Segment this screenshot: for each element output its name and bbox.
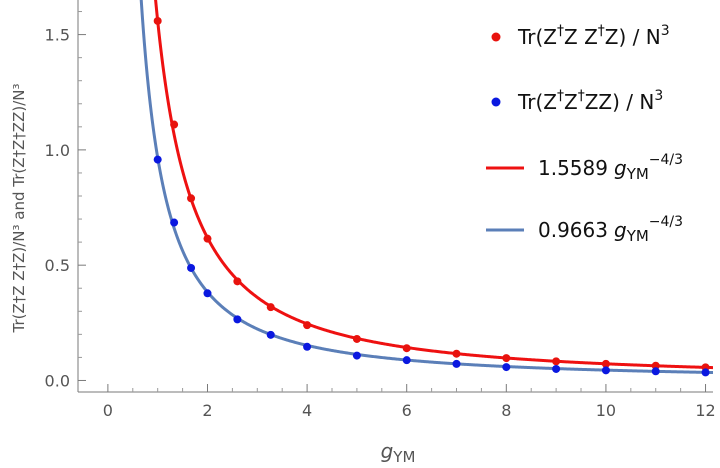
red-data-point: [170, 120, 179, 129]
red-data-point: [352, 334, 361, 343]
axes: 0 2 4 6 8 10 12 0.0 0.5 1.0 1.5: [45, 0, 716, 420]
blue-data-point: [402, 356, 411, 365]
x-tick-label: 4: [302, 401, 312, 420]
legend-marker-blue-dot: [491, 97, 501, 107]
red-data-point: [303, 321, 312, 330]
legend-entry-blue-points: Tr(Z†Z†ZZ) / N3: [491, 88, 663, 114]
y-tick-label: 0.0: [45, 371, 70, 390]
blue-data-point: [651, 367, 660, 376]
blue-data-point: [502, 363, 511, 372]
red-data-point: [402, 344, 411, 353]
y-tick-label: 1.5: [45, 26, 70, 45]
red-data-point: [187, 194, 196, 203]
x-tick-label: 8: [501, 401, 511, 420]
blue-data-point: [170, 218, 179, 227]
x-tick-label: 0: [103, 401, 113, 420]
blue-data-point: [153, 155, 162, 164]
blue-data-point: [303, 342, 312, 351]
blue-data-point: [203, 289, 212, 298]
blue-data-point: [233, 315, 242, 324]
red-data-point: [601, 359, 610, 368]
data-points: [153, 16, 710, 377]
blue-data-point: [601, 366, 610, 375]
red-data-point: [203, 234, 212, 243]
legend-entry-blue-fit: 0.9663 gYM−4/3: [486, 214, 683, 245]
legend: Tr(Z†Z Z†Z) / N3 Tr(Z†Z†ZZ) / N3 1.5589 g…: [486, 23, 683, 245]
y-axis-title: Tr(Z†Z Z†Z)/N³ and Tr(Z†Z†ZZ)/N³: [10, 84, 28, 334]
x-tick-label: 10: [596, 401, 616, 420]
blue-data-point: [266, 330, 275, 339]
red-data-point: [153, 16, 162, 25]
legend-label-red-points: Tr(Z†Z Z†Z) / N3: [517, 23, 670, 49]
fit-curve-blue: [139, 0, 713, 374]
red-data-point: [552, 357, 561, 366]
blue-data-point: [701, 368, 710, 377]
y-tick-label: 1.0: [45, 141, 70, 160]
legend-label-blue-points: Tr(Z†Z†ZZ) / N3: [517, 88, 663, 114]
fit-curves: [139, 0, 713, 374]
fit-curve-red: [154, 0, 713, 370]
blue-data-point: [352, 351, 361, 360]
red-data-point: [266, 303, 275, 312]
red-data-point: [651, 361, 660, 370]
x-tick-label: 6: [402, 401, 412, 420]
legend-label-red-fit: 1.5589 gYM−4/3: [538, 152, 683, 183]
x-tick-label: 2: [202, 401, 212, 420]
x-axis-title: gYM: [381, 439, 416, 466]
legend-entry-red-points: Tr(Z†Z Z†Z) / N3: [491, 23, 670, 49]
legend-entry-red-fit: 1.5589 gYM−4/3: [486, 152, 683, 183]
red-data-point: [452, 349, 461, 358]
red-data-point: [233, 277, 242, 286]
blue-data-point: [187, 263, 196, 272]
y-tick-label: 0.5: [45, 256, 70, 275]
red-data-point: [502, 354, 511, 363]
x-tick-label: 12: [695, 401, 715, 420]
legend-marker-red-dot: [491, 32, 501, 42]
blue-data-point: [452, 359, 461, 368]
legend-label-blue-fit: 0.9663 gYM−4/3: [538, 214, 683, 245]
blue-data-point: [552, 364, 561, 373]
